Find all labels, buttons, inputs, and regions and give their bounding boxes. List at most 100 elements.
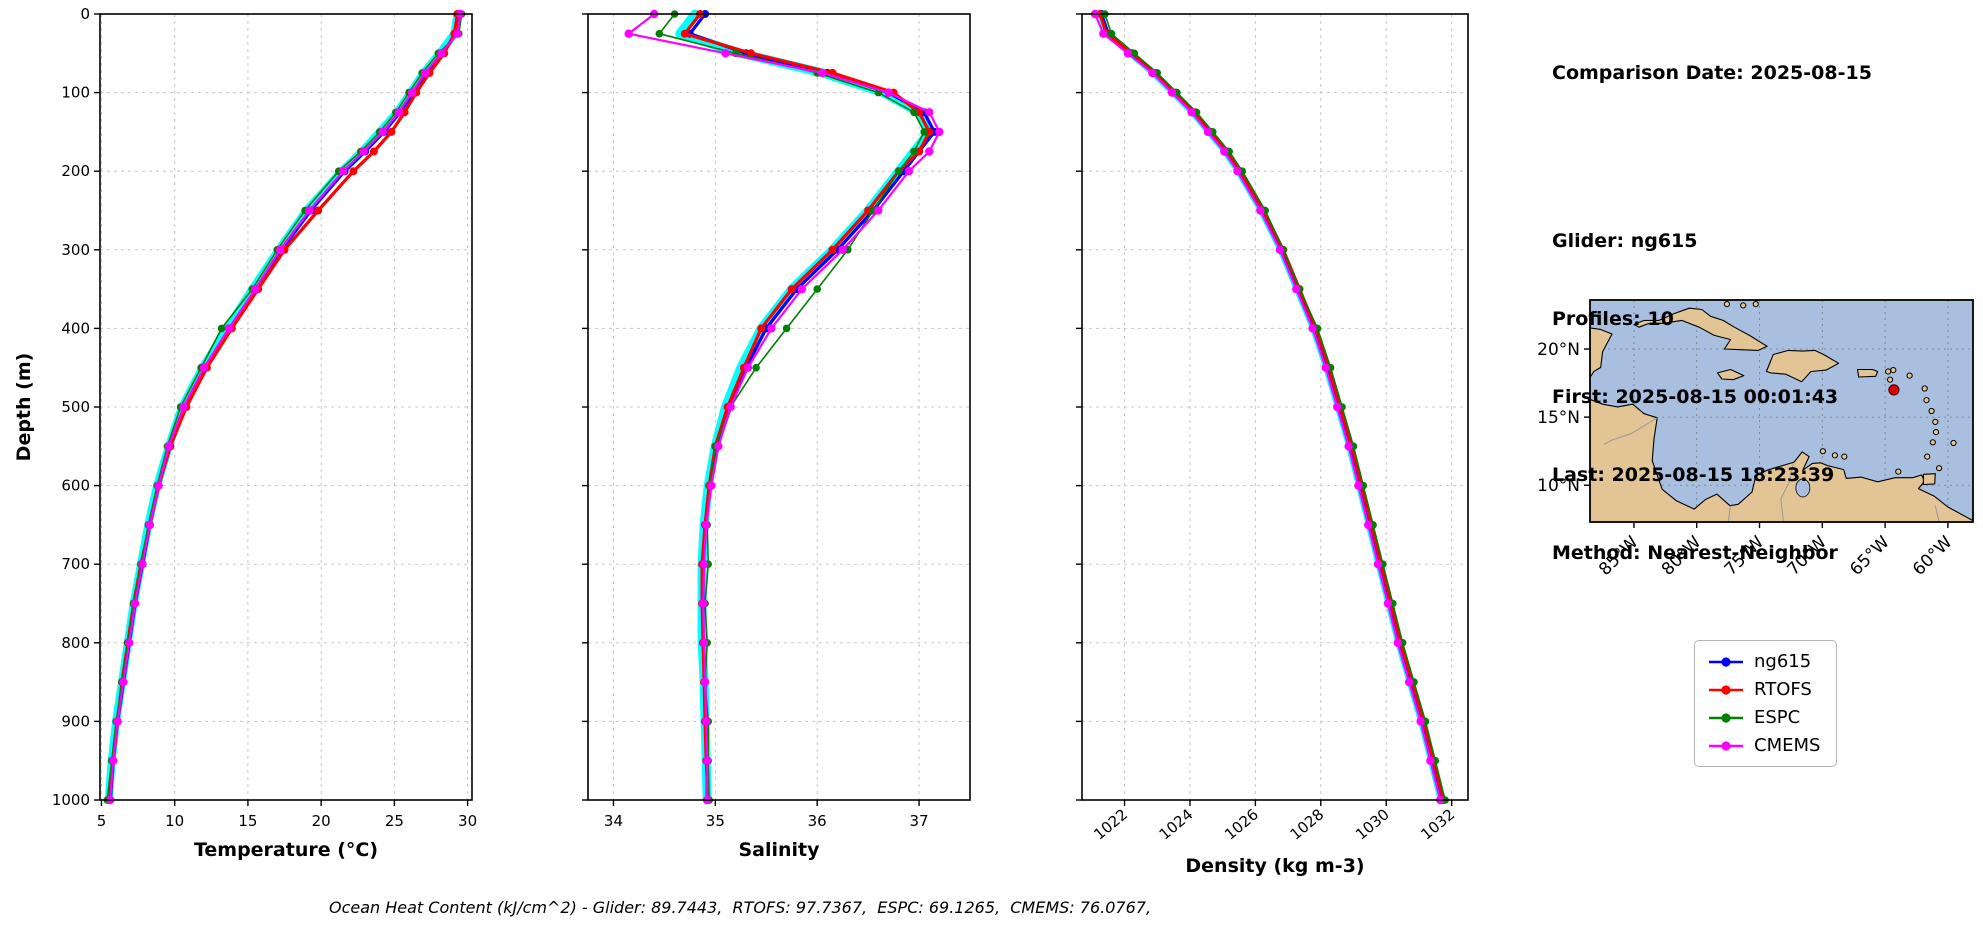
glider-position-marker [1888, 384, 1900, 396]
info-block: Comparison Date: 2025-08-15 Glider: ng61… [1552, 8, 1972, 618]
map-landmass [1633, 307, 1768, 351]
series-CMEMS-marker [1426, 756, 1435, 765]
x-tick-label: 36 [808, 812, 827, 830]
series-CMEMS-marker [925, 147, 934, 156]
series-CMEMS-marker [113, 717, 122, 726]
method-text: Method: Nearest-Neighbor [1552, 542, 1838, 564]
xlabel-salinity: Salinity [738, 839, 820, 861]
x-tick-label: 37 [910, 812, 929, 830]
x-tick-label: 34 [604, 812, 623, 830]
y-tick-label: 600 [61, 477, 90, 495]
series-CMEMS-marker [767, 324, 776, 333]
last-profile-text: Last: 2025-08-15 18:23:39 [1552, 464, 1835, 486]
series-ESPC-marker [1107, 29, 1116, 38]
series-CMEMS-marker [109, 756, 118, 765]
map-landmass [1716, 368, 1745, 381]
series-ESPC-marker [910, 147, 918, 156]
series-RTOFS-marker [349, 167, 358, 176]
series-CMEMS-marker [700, 677, 710, 687]
series-ESPC-marker [752, 363, 760, 372]
series-CMEMS-marker [138, 560, 147, 569]
map-lake [1795, 478, 1811, 498]
series-CMEMS-marker [1333, 402, 1342, 412]
series-RTOFS-marker [314, 206, 323, 215]
series-CMEMS-marker [1354, 481, 1363, 490]
x-tick-label: 1028 [1287, 805, 1328, 843]
series-RTOFS-marker [369, 147, 378, 156]
series-CMEMS-marker [818, 68, 827, 78]
map-island [1932, 418, 1939, 425]
series-CMEMS-marker [1383, 599, 1393, 608]
map-island [1929, 439, 1936, 446]
x-tick-label: 15 [238, 812, 257, 830]
map-island [1923, 397, 1930, 404]
series-CMEMS-marker [1416, 717, 1425, 726]
series-CMEMS-marker [743, 363, 753, 372]
x-tick-label: 1024 [1156, 805, 1197, 843]
map-island [1895, 468, 1902, 475]
y-tick-label: 200 [61, 162, 90, 180]
series-ESPC-marker [910, 108, 918, 117]
legend-key-line-icon [1709, 656, 1743, 667]
map-island [1819, 448, 1827, 455]
series-CMEMS-marker [359, 147, 368, 156]
map-island [1831, 452, 1839, 459]
series-RTOFS-marker [400, 108, 409, 117]
series-CMEMS-marker [1123, 49, 1133, 58]
x-tick-label: 30 [458, 812, 477, 830]
series-CMEMS-marker [702, 717, 711, 726]
x-tick-label: 1030 [1352, 805, 1393, 843]
map-frame [1589, 299, 1974, 523]
map-landmass [1765, 349, 1840, 383]
series-CMEMS-marker [698, 599, 708, 608]
series-CMEMS-marker [378, 127, 387, 137]
chart-density: 1022 1024 1026 1028 1030 1032 Density (kg m-3) [1076, 9, 1469, 877]
x-tick-label: 5 [97, 812, 107, 830]
map-content [1590, 300, 1973, 522]
y-tick-label: 400 [61, 319, 90, 337]
map-island [1887, 376, 1894, 383]
legend-item-ng615: ng615 [1707, 651, 1820, 672]
series-CMEMS-marker [1364, 520, 1373, 530]
xlabel-density: Density (kg m-3) [1185, 855, 1364, 877]
map-border [1603, 417, 1658, 445]
series-CMEMS-marker [224, 324, 234, 333]
series-CMEMS-marker [904, 167, 914, 176]
series-CMEMS-marker [199, 363, 209, 372]
series-CMEMS-marker [1220, 147, 1229, 156]
series-CMEMS-marker [874, 206, 883, 215]
series-CMEMS-marker [145, 520, 154, 530]
y-tick-label: 700 [61, 555, 90, 573]
series-RTOFS-marker [828, 245, 837, 254]
series-CMEMS-marker [925, 108, 934, 117]
series-glider-profiles-line [1097, 11, 1443, 803]
legend-item-ESPC: ESPC [1707, 707, 1820, 728]
series-RTOFS-marker [680, 29, 689, 38]
series-CMEMS-marker [1233, 167, 1242, 176]
series-ESPC-marker [655, 29, 664, 38]
map-landmass [1590, 398, 1973, 522]
x-tick-label: 25 [385, 812, 404, 830]
legend-key-line-icon [1709, 684, 1743, 695]
series-CMEMS-marker [1203, 127, 1213, 137]
map-island [1928, 407, 1935, 415]
legend-item-CMEMS: CMEMS [1707, 735, 1820, 756]
series-CMEMS-marker [714, 442, 723, 451]
series-CMEMS-marker [726, 402, 735, 412]
series-CMEMS-marker [130, 599, 140, 608]
info-spacer [1552, 138, 1972, 176]
chart-salinity: 34 35 36 37 Salinity [582, 9, 971, 861]
legend-key-line-icon [1709, 740, 1743, 751]
y-tick-label: 500 [61, 398, 90, 416]
map-border [1934, 505, 1940, 522]
series-ESPC-marker [920, 128, 928, 136]
map-island [1950, 439, 1957, 447]
series-CMEMS-marker [707, 481, 716, 490]
comparison-date-text: Comparison Date: 2025-08-15 [1552, 62, 1872, 84]
series-CMEMS-marker [1344, 442, 1353, 451]
y-tick-label: 100 [61, 84, 90, 102]
map-inset: 20°N15°N10°N85°W 80°W 75°W 70°W 65°W 60°W [1537, 299, 1974, 580]
series-CMEMS-marker [125, 638, 134, 647]
x-tick-label: 1022 [1090, 805, 1131, 843]
legend-key-line-icon [1709, 712, 1743, 723]
